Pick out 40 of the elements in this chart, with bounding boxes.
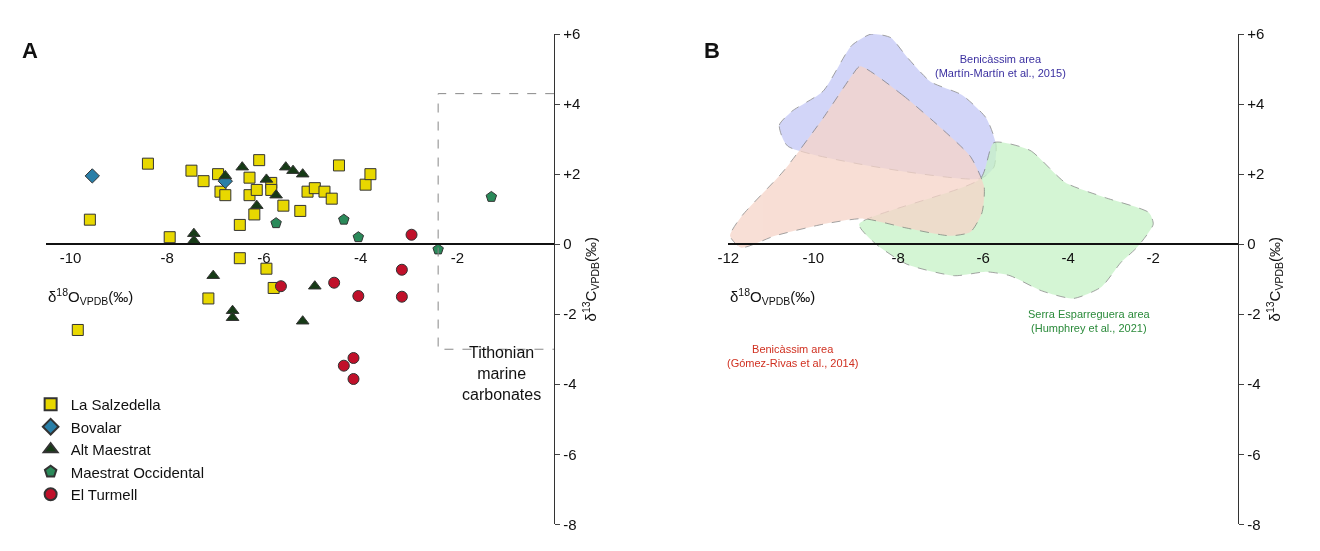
x-tick-label: -6 [257, 248, 271, 266]
x-tick-label: -4 [354, 248, 368, 266]
y-tick-label: -6 [1247, 445, 1261, 463]
y-tick-label: -4 [1247, 375, 1261, 393]
y-tick-label: -4 [563, 375, 577, 393]
x-tick-label: -10 [59, 248, 82, 266]
y-tick-label: 0 [1247, 235, 1256, 253]
y-tick-label: 0 [563, 235, 572, 253]
y-tick-label: +6 [563, 25, 581, 43]
annotation: Serra Esparreguera area (Humphrey et al., 2021) [1028, 308, 1151, 335]
x-tick-label: -8 [891, 248, 905, 266]
y-tick-label: +4 [563, 95, 581, 113]
y-tick-label: -8 [563, 515, 577, 533]
legend-label: La Salzedella [70, 396, 162, 414]
x-tick-label: -6 [976, 248, 990, 266]
x-tick-label: -12 [717, 248, 740, 266]
legend-label: Bovalar [70, 418, 122, 436]
x-axis-title: δ$^{18}$O$_{VPDB}$(‰) [730, 286, 816, 308]
y-tick-label: +2 [563, 165, 581, 183]
x-tick-label: -4 [1061, 248, 1075, 266]
chart-title: A [22, 38, 38, 63]
y-tick-label: +4 [1247, 95, 1265, 113]
x-tick-label: -10 [802, 248, 825, 266]
legend-label: El Turmell [70, 486, 138, 504]
x-tick-label: -8 [160, 248, 174, 266]
annotation: Benicàssim area (Gómez-Rivas et al., 2014) [727, 343, 859, 370]
chart-title: B [704, 38, 720, 63]
y-tick-label: +6 [1247, 25, 1265, 43]
x-axis-title: δ$^{18}$O$_{VPDB}$(‰) [48, 286, 134, 308]
annotation: Benicàssim area (Martín-Martín et al., 2015) [935, 53, 1066, 80]
annotation: Tithonian marine carbonates [462, 344, 542, 403]
x-tick-label: -2 [1146, 248, 1160, 266]
y-tick-label: -8 [1247, 515, 1261, 533]
legend-label: Maestrat Occidental [70, 463, 205, 481]
y-tick-label: +2 [1247, 165, 1265, 183]
legend-label: Alt Maestrat [70, 441, 152, 459]
y-tick-label: -6 [563, 445, 577, 463]
y-tick-label: -2 [563, 305, 577, 323]
y-tick-label: -2 [1247, 305, 1261, 323]
x-tick-label: -2 [450, 248, 465, 266]
